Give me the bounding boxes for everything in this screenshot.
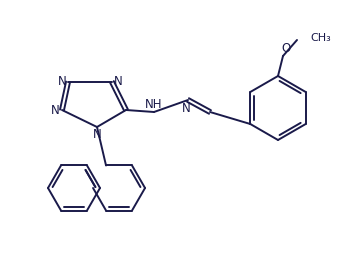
Text: N: N — [51, 103, 60, 116]
Text: N: N — [182, 101, 190, 114]
Text: O: O — [281, 42, 291, 55]
Text: N: N — [58, 75, 66, 88]
Text: NH: NH — [145, 98, 163, 110]
Text: CH₃: CH₃ — [310, 33, 331, 43]
Text: N: N — [114, 75, 122, 88]
Text: N: N — [93, 127, 101, 140]
